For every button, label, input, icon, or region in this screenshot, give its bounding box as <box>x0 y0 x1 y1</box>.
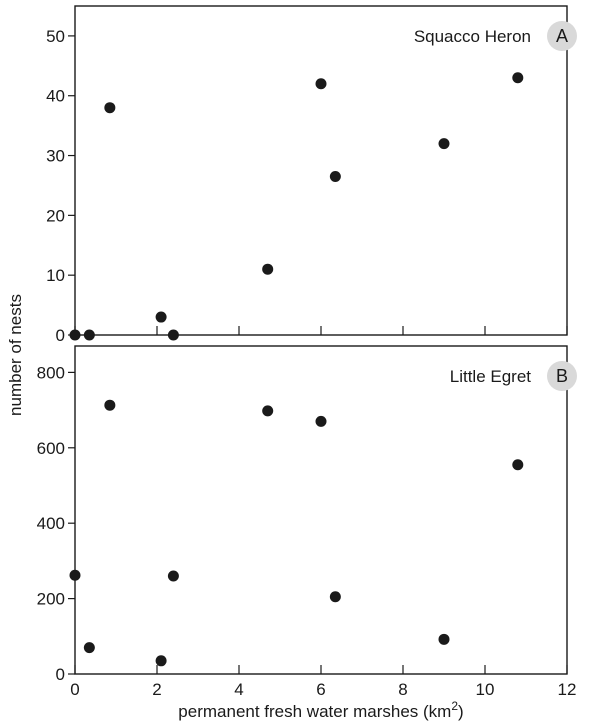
panel-b-data-point <box>438 633 450 645</box>
panel-a-y-tick-label: 0 <box>56 326 65 345</box>
x-tick-label: 8 <box>398 680 407 699</box>
panel-b-data-point <box>104 399 116 411</box>
panel-b-data-point <box>155 655 167 667</box>
panel-a-data-point <box>104 102 116 114</box>
panel-a-y-tick-label: 40 <box>46 87 65 106</box>
panel-a-frame <box>74 5 568 336</box>
panel-b-data-point <box>167 570 179 582</box>
panel-b-title: Little Egret <box>450 367 532 386</box>
panel-b-y-tick-label: 600 <box>37 439 65 458</box>
y-axis-label: number of nests <box>6 294 25 416</box>
panel-b-frame <box>74 345 568 675</box>
panel-a-data-point <box>167 329 179 341</box>
x-axis-label-main: permanent fresh water marshes (km <box>178 702 451 721</box>
panel-a-data-point <box>315 78 327 90</box>
x-tick-label: 2 <box>152 680 161 699</box>
panel-b-badge-label: B <box>556 366 568 386</box>
panel-a-badge-label: A <box>556 26 568 46</box>
x-tick-label: 0 <box>70 680 79 699</box>
panel-a-data-point <box>512 72 524 84</box>
panel-b-data-point <box>329 591 341 603</box>
panel-a-y-tick-label: 50 <box>46 27 65 46</box>
x-axis-label-end: ) <box>458 702 464 721</box>
panel-b-badge <box>547 361 577 391</box>
x-tick-label: 6 <box>316 680 325 699</box>
panel-b-data-point <box>83 642 95 654</box>
x-axis-label-superscript: 2 <box>451 699 458 713</box>
panel-b-data-point <box>512 459 524 471</box>
panel-b-data-point <box>315 415 327 427</box>
panel-a-data-point <box>438 138 450 150</box>
x-axis-label: permanent fresh water marshes (km2) <box>178 699 463 721</box>
x-tick-label: 4 <box>234 680 243 699</box>
panel-a-badge <box>547 21 577 51</box>
panel-a-data-point <box>69 329 81 341</box>
panel-b-data-point <box>69 569 81 581</box>
panel-a-data-point <box>155 311 167 323</box>
panel-b-data-point <box>262 405 274 417</box>
panel-b-y-tick-label: 800 <box>37 363 65 382</box>
panel-a-y-tick-label: 30 <box>46 147 65 166</box>
panel-a-title: Squacco Heron <box>414 27 531 46</box>
panel-a-data-point <box>83 329 95 341</box>
panel-a-data-point <box>329 170 341 182</box>
x-tick-label: 12 <box>558 680 577 699</box>
panel-b-y-tick-label: 400 <box>37 514 65 533</box>
x-tick-label: 10 <box>476 680 495 699</box>
panel-b-y-tick-label: 0 <box>56 665 65 684</box>
panel-a-y-tick-label: 10 <box>46 266 65 285</box>
panel-a-data-point <box>262 263 274 275</box>
panel-a-y-tick-label: 20 <box>46 206 65 225</box>
panel-b-y-tick-label: 200 <box>37 590 65 609</box>
